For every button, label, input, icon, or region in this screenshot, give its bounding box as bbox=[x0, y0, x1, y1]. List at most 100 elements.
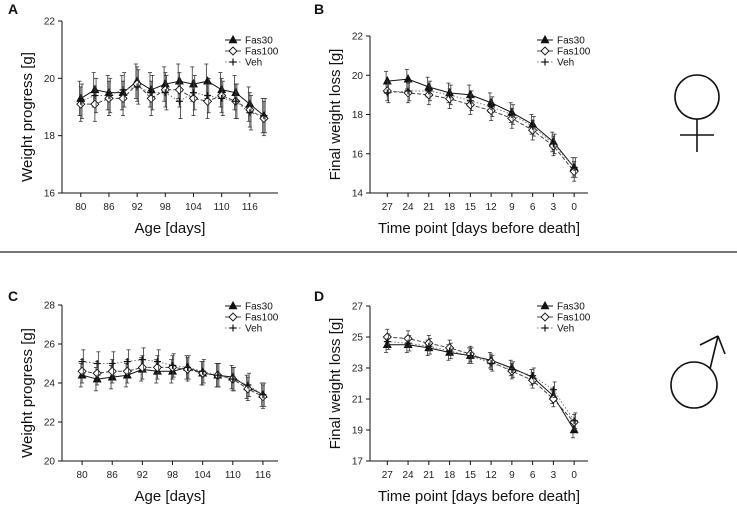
data-point bbox=[188, 93, 199, 104]
legend-label: Fas100 bbox=[557, 313, 591, 324]
data-point bbox=[90, 99, 100, 109]
y-axis-label: Weight progress [g] bbox=[19, 328, 36, 458]
data-point bbox=[570, 417, 578, 425]
legend-label: Veh bbox=[245, 324, 262, 335]
legend-marker bbox=[541, 324, 549, 332]
data-point bbox=[119, 86, 127, 94]
panel-letter: C bbox=[8, 288, 18, 304]
x-tick-label: 92 bbox=[137, 470, 149, 481]
y-tick-label: 22 bbox=[352, 32, 364, 43]
data-point bbox=[202, 96, 213, 106]
x-tick-label: 15 bbox=[465, 470, 477, 481]
x-tick-label: 27 bbox=[382, 202, 394, 213]
data-point bbox=[218, 94, 226, 102]
chart-panel-D: D 17 19 21 23 25 27 27 24 21 18 15 12 9 6 3 0 Time point … bbox=[314, 288, 591, 505]
data-point bbox=[383, 338, 391, 346]
data-point bbox=[383, 89, 391, 97]
data-point bbox=[133, 83, 141, 91]
data-point bbox=[118, 93, 128, 104]
data-point bbox=[529, 372, 537, 380]
x-axis-label: Age [days] bbox=[135, 488, 206, 505]
series-Veh bbox=[77, 69, 268, 134]
y-tick-label: 24 bbox=[44, 379, 56, 390]
series-Fas100 bbox=[382, 80, 579, 182]
data-point bbox=[424, 90, 434, 100]
legend-label: Fas30 bbox=[245, 302, 273, 313]
data-point bbox=[93, 360, 101, 367]
data-point bbox=[123, 358, 131, 366]
x-tick-label: 6 bbox=[530, 202, 536, 213]
data-point bbox=[214, 371, 222, 379]
legend-label: Veh bbox=[245, 58, 262, 69]
y-tick-label: 26 bbox=[44, 340, 56, 351]
x-tick-label: 12 bbox=[486, 202, 498, 213]
data-point bbox=[549, 386, 557, 394]
y-tick-label: 20 bbox=[352, 71, 364, 82]
data-point bbox=[107, 366, 117, 376]
chart-panel-B: B 14 16 18 20 22 27 24 21 18 15 12 9 6 3 0 Time point [d… bbox=[314, 1, 591, 237]
data-point bbox=[425, 87, 433, 95]
legend-marker bbox=[229, 58, 237, 66]
data-point bbox=[91, 92, 99, 100]
female-symbol-icon bbox=[674, 74, 720, 152]
y-tick-label: 20 bbox=[44, 457, 56, 468]
x-tick-label: 12 bbox=[486, 470, 498, 481]
data-point bbox=[199, 367, 207, 375]
data-point bbox=[77, 97, 85, 105]
data-point bbox=[527, 125, 538, 135]
x-tick-label: 9 bbox=[509, 470, 515, 481]
x-tick-label: 110 bbox=[225, 470, 241, 481]
legend-marker bbox=[540, 312, 550, 322]
y-axis-label: Final weight loss [g] bbox=[327, 318, 344, 450]
data-point bbox=[232, 97, 240, 105]
chart-panel-A: A 16 18 20 22 80 86 92 98 104 110 116 Age [days] Weig… bbox=[8, 1, 279, 237]
x-axis-label: Time point [days before death] bbox=[378, 488, 580, 505]
x-tick-label: 86 bbox=[107, 470, 119, 481]
series-line bbox=[387, 90, 575, 172]
x-tick-label: 0 bbox=[571, 202, 577, 213]
x-tick-label: 24 bbox=[403, 202, 415, 213]
data-point bbox=[92, 368, 102, 378]
x-axis-label: Time point [days before death] bbox=[378, 220, 580, 237]
data-point bbox=[444, 94, 455, 104]
y-tick-label: 27 bbox=[352, 302, 364, 313]
data-point bbox=[508, 366, 516, 374]
legend-label: Fas30 bbox=[557, 302, 585, 313]
data-point bbox=[486, 105, 496, 116]
x-tick-label: 104 bbox=[185, 202, 202, 213]
legend-label: Veh bbox=[557, 324, 574, 335]
data-point bbox=[403, 74, 413, 83]
legend-marker bbox=[229, 324, 237, 332]
x-tick-label: 21 bbox=[423, 470, 435, 481]
panel-letter: D bbox=[314, 288, 324, 304]
y-tick-label: 16 bbox=[352, 149, 364, 160]
y-tick-label: 22 bbox=[44, 17, 56, 28]
series-Veh bbox=[383, 333, 578, 429]
series-Veh bbox=[78, 347, 267, 407]
data-point bbox=[189, 89, 197, 97]
data-point bbox=[175, 97, 183, 105]
y-tick-label: 28 bbox=[44, 301, 56, 312]
legend-marker bbox=[541, 58, 549, 66]
data-point bbox=[203, 76, 213, 85]
data-point bbox=[549, 140, 557, 148]
data-point bbox=[466, 97, 474, 105]
series-Fas30 bbox=[382, 336, 579, 439]
x-tick-label: 116 bbox=[255, 470, 271, 481]
data-point bbox=[570, 163, 578, 171]
x-tick-label: 98 bbox=[167, 470, 179, 481]
legend-marker bbox=[540, 46, 550, 56]
x-tick-label: 24 bbox=[403, 470, 415, 481]
data-point bbox=[507, 113, 517, 124]
data-point bbox=[161, 89, 169, 97]
data-point bbox=[404, 87, 412, 95]
x-tick-label: 27 bbox=[382, 470, 394, 481]
x-tick-label: 3 bbox=[551, 202, 557, 213]
y-tick-label: 22 bbox=[44, 418, 56, 429]
data-point bbox=[153, 358, 161, 366]
series-line bbox=[387, 341, 575, 421]
x-tick-label: 80 bbox=[77, 470, 89, 481]
series-line bbox=[387, 344, 575, 431]
legend-marker bbox=[540, 300, 550, 310]
x-tick-label: 92 bbox=[132, 202, 144, 213]
